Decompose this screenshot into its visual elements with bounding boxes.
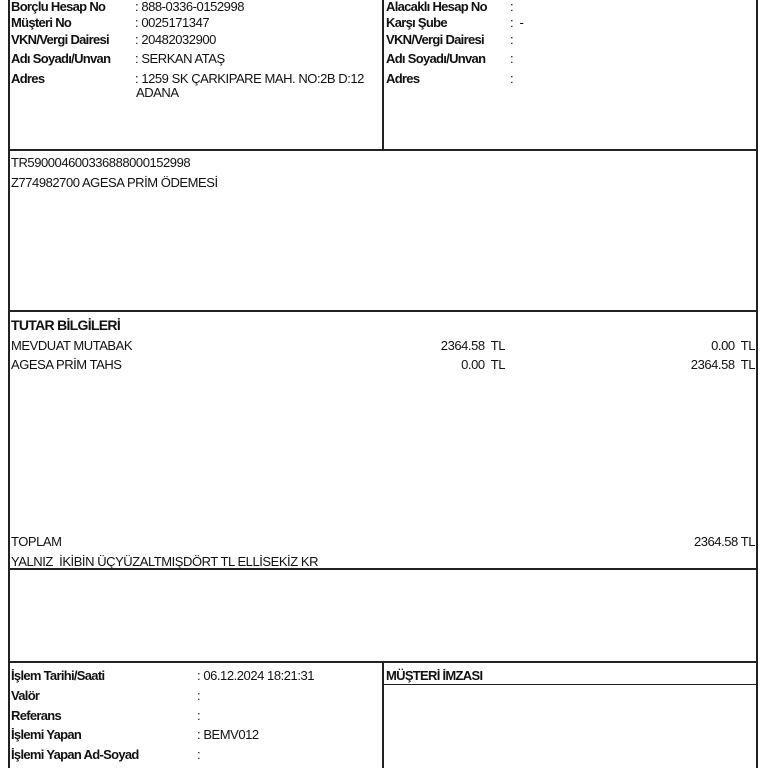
- field-value: : 0025171347: [135, 15, 210, 30]
- field-label: İşlem Tarihi/Saati: [11, 668, 105, 683]
- divider-2: [8, 310, 758, 312]
- field-label: Adres: [386, 71, 420, 86]
- field-value: :: [510, 32, 514, 47]
- divider-1: [8, 149, 758, 151]
- field-value: : 06.12.2024 18:21:31: [197, 668, 315, 683]
- field-label: Adres: [11, 71, 45, 86]
- field-label: Adı Soyadı/Unvan: [386, 51, 486, 66]
- border-left: [8, 0, 10, 768]
- amount-in-words: YALNIZ İKİBİN ÜÇYÜZALTMIŞDÖRT TL ELLİSEK…: [11, 554, 319, 569]
- field-label: Referans: [11, 708, 62, 723]
- field-label: Müşteri No: [11, 15, 72, 30]
- amount-debit: 0.00 TL: [461, 357, 505, 372]
- total-label: TOPLAM: [11, 534, 62, 549]
- field-value: : 20482032900: [135, 32, 216, 47]
- amounts-title: TUTAR BİLGİLERİ: [11, 317, 121, 333]
- amount-credit: 0.00 TL: [711, 338, 755, 353]
- divider-3: [8, 568, 758, 570]
- border-right: [756, 0, 758, 768]
- field-label: Adı Soyadı/Unvan: [11, 51, 111, 66]
- field-label: Borçlu Hesap No: [11, 0, 106, 14]
- total-value: 2364.58 TL: [693, 534, 755, 549]
- field-value: :: [510, 0, 514, 14]
- iban: TR590004600336888000152998: [11, 155, 191, 170]
- field-value: : 1259 SK ÇARKIPARE MAH. NO:2B D:12: [135, 71, 364, 86]
- signature-label: MÜŞTERİ İMZASI: [386, 668, 483, 683]
- field-value: :: [197, 688, 201, 703]
- field-value-line2: ADANA: [136, 85, 179, 100]
- field-value: : SERKAN ATAŞ: [135, 51, 225, 66]
- divider-bottom-vertical: [382, 662, 384, 768]
- field-label: İşlemi Yapan: [11, 727, 82, 742]
- amount-row-label: MEVDUAT MUTABAK: [11, 338, 133, 353]
- field-label: VKN/Vergi Dairesi: [11, 32, 110, 47]
- field-value: : BEMV012: [197, 727, 259, 742]
- field-label: Karşı Şube: [386, 15, 448, 30]
- description-text: Z774982700 AGESA PRİM ÖDEMESİ: [11, 175, 218, 190]
- amount-row-label: AGESA PRİM TAHS: [11, 357, 122, 372]
- field-value: :: [197, 708, 201, 723]
- field-value: :: [510, 51, 514, 66]
- amount-credit: 2364.58 TL: [690, 357, 756, 372]
- divider-top-vertical: [382, 0, 384, 150]
- field-value: :: [510, 71, 514, 86]
- field-value: : 888-0336-0152998: [135, 0, 245, 14]
- field-value: :: [197, 747, 201, 762]
- field-label: Valör: [11, 688, 40, 703]
- field-label: VKN/Vergi Dairesi: [386, 32, 485, 47]
- amount-debit: 2364.58 TL: [440, 338, 506, 353]
- field-value: : -: [510, 15, 524, 30]
- field-label: İşlemi Yapan Ad-Soyad: [11, 747, 139, 762]
- field-label: Alacaklı Hesap No: [386, 0, 488, 14]
- signature-header-line: [383, 684, 757, 685]
